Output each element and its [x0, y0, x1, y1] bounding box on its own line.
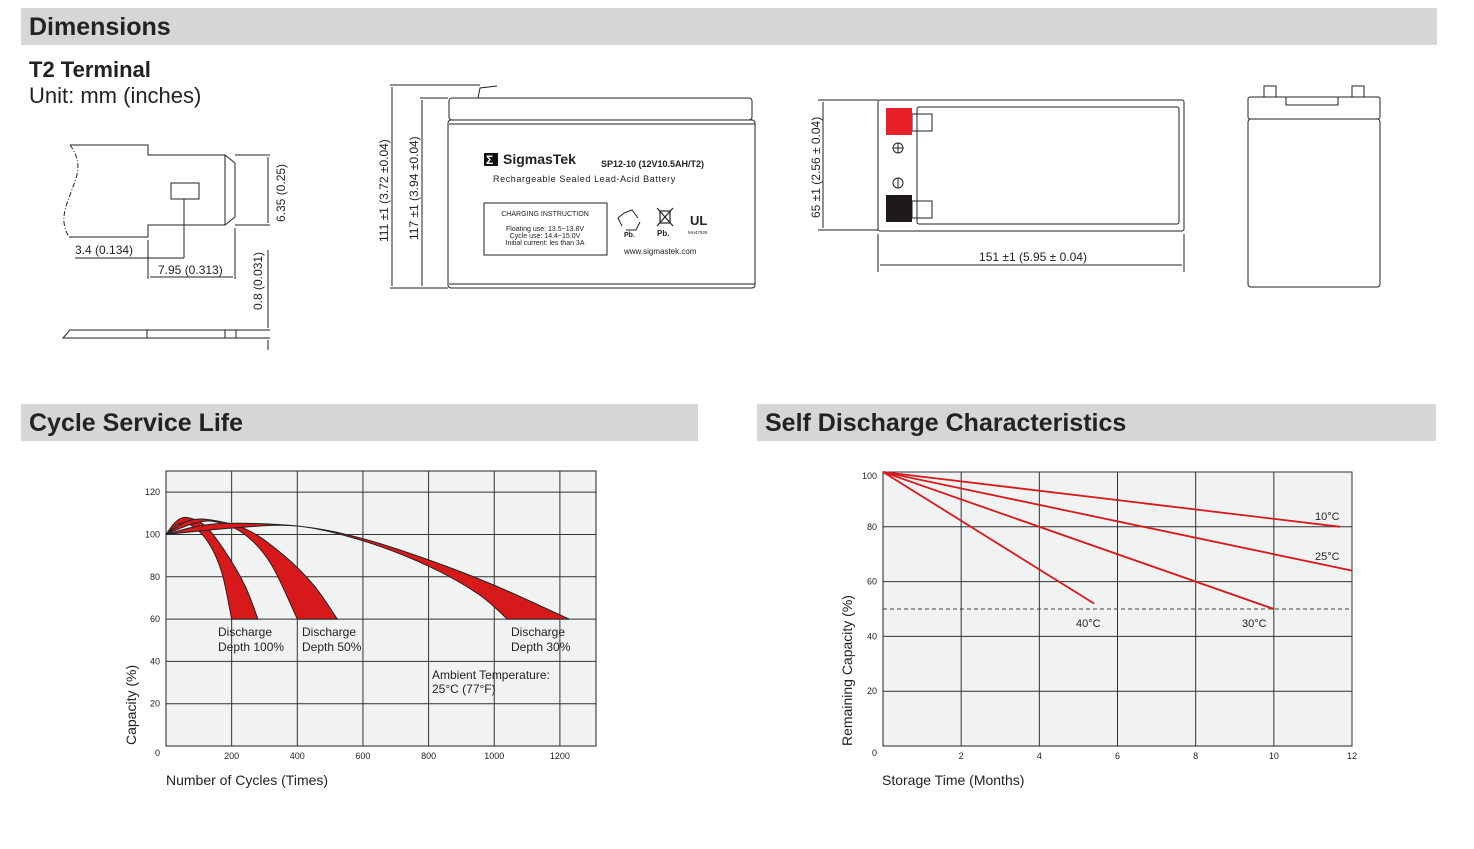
- model-label: SP12-10 (12V10.5AH/T2): [601, 159, 704, 169]
- section-header-dimensions: Dimensions: [21, 8, 1437, 45]
- dim-width-label: 65 ±1 (2.56 ± 0.04): [809, 117, 823, 218]
- y-tick-label: 100: [145, 529, 160, 539]
- x-tick-label: 1200: [550, 751, 570, 761]
- self-discharge-chart: 2 4 6 8 10 12 0 20 40 60 80 100 10°C 25°C 30°C 40°C: [862, 471, 1357, 761]
- y-tick-label: 20: [150, 699, 160, 709]
- charging-line: Floating use: 13.5~13.8V: [506, 226, 584, 233]
- section-title: Self Discharge Characteristics: [765, 409, 1127, 437]
- x-tick-label: 1000: [484, 751, 504, 761]
- section-header-self-discharge: Self Discharge Characteristics: [757, 404, 1436, 441]
- charging-title: CHARGING INSTRUCTION: [501, 211, 589, 218]
- y-tick-label: 0: [155, 748, 160, 758]
- dim-hole-label: 3.4 (0.134): [75, 243, 133, 257]
- dim-height-total-label: 117 ±1 (3.94 ±0.04): [407, 136, 421, 240]
- charging-line: Initial current: les than 3A: [506, 240, 585, 247]
- unit-label: Unit: mm (inches): [29, 83, 202, 108]
- dim-thickness-label: 0.8 (0.031): [251, 252, 265, 310]
- annotation-temperature: Ambient Temperature:: [432, 668, 550, 682]
- positive-terminal: [886, 108, 912, 135]
- sigma-logo-icon: [484, 153, 498, 166]
- discharge-band: [165, 522, 570, 620]
- series-line: [882, 471, 1353, 572]
- dim-length-label: 151 ±1 (5.95 ± 0.04): [979, 250, 1087, 264]
- recycle-icon: [617, 209, 641, 231]
- bin-label: Pb.: [657, 229, 669, 238]
- y-tick-label: 40: [867, 631, 877, 641]
- series-label: 30°C: [1242, 618, 1267, 630]
- y-tick-label: 80: [867, 522, 877, 532]
- annotation-temperature: 25°C (77°F): [432, 682, 496, 696]
- battery-front-view: [390, 84, 756, 289]
- annotation-depth-100: Depth 100%: [218, 640, 284, 654]
- x-tick-label: 600: [355, 751, 370, 761]
- annotation-depth-100: Discharge: [218, 625, 272, 639]
- series-line: [882, 471, 1275, 610]
- series-line: [882, 471, 1341, 528]
- discharge-band: [165, 516, 259, 620]
- brand-name: SigmasTek: [503, 151, 576, 167]
- section-title: Cycle Service Life: [29, 409, 244, 437]
- ul-mark-icon: UL: [690, 213, 707, 228]
- y-tick-label: 60: [867, 577, 877, 587]
- y-axis-label: Remaining Capacity (%): [839, 595, 855, 746]
- x-tick-label: 10: [1269, 751, 1279, 761]
- x-tick-label: 4: [1037, 751, 1042, 761]
- y-tick-label: 0: [872, 748, 877, 758]
- annotation-depth-30: Depth 30%: [511, 640, 571, 654]
- y-tick-label: 40: [150, 656, 160, 666]
- dim-length-label: 7.95 (0.313): [158, 263, 223, 277]
- annotation-depth-50: Discharge: [302, 625, 356, 639]
- y-tick-label: 20: [867, 686, 877, 696]
- x-tick-label: 6: [1115, 751, 1120, 761]
- battery-top-view: [818, 99, 1185, 272]
- x-tick-label: 200: [224, 751, 239, 761]
- series-label: 40°C: [1076, 618, 1101, 630]
- x-tick-label: 8: [1193, 751, 1198, 761]
- y-tick-label: 60: [150, 614, 160, 624]
- dim-height-label: 6.35 (0.25): [274, 164, 288, 222]
- x-tick-label: 12: [1347, 751, 1357, 761]
- section-header-cycle-life: Cycle Service Life: [21, 404, 698, 441]
- description-label: Rechargeable Sealed Lead-Acid Battery: [493, 174, 676, 184]
- terminal-title: T2 Terminal: [29, 57, 151, 82]
- ul-label: MH47929: [688, 230, 708, 235]
- y-tick-label: 80: [150, 572, 160, 582]
- y-tick-label: 100: [862, 471, 877, 481]
- recycle-label: Pb.: [624, 232, 635, 239]
- y-tick-label: 120: [145, 487, 160, 497]
- negative-terminal: [886, 195, 912, 222]
- series-line: [882, 471, 1095, 605]
- charging-line: Cycle use: 14.4~15.0V: [510, 233, 581, 240]
- annotation-depth-30: Discharge: [511, 625, 565, 639]
- crossed-bin-icon: [656, 207, 674, 227]
- cycle-life-chart: 200 400 600 800 1000 1200 0 20 40 60 80 100 120: [145, 470, 597, 761]
- series-label: 25°C: [1315, 551, 1340, 563]
- website-label: www.sigmastek.com: [623, 247, 697, 256]
- x-tick-label: 800: [421, 751, 436, 761]
- x-tick-label: 400: [290, 751, 305, 761]
- y-axis-label: Capacity (%): [123, 665, 139, 745]
- series-label: 10°C: [1315, 511, 1340, 523]
- x-tick-label: 2: [959, 751, 964, 761]
- brand-symbol: Σ: [486, 153, 493, 167]
- dim-height-body-label: 111 ±1 (3.72 ±0.04): [377, 139, 391, 242]
- terminal-drawing: [61, 144, 270, 350]
- x-axis-label: Storage Time (Months): [882, 772, 1024, 788]
- discharge-band: [165, 518, 339, 620]
- battery-side-view: [1247, 85, 1381, 288]
- section-title: Dimensions: [29, 13, 171, 41]
- x-axis-label: Number of Cycles (Times): [166, 772, 328, 788]
- annotation-depth-50: Depth 50%: [302, 640, 362, 654]
